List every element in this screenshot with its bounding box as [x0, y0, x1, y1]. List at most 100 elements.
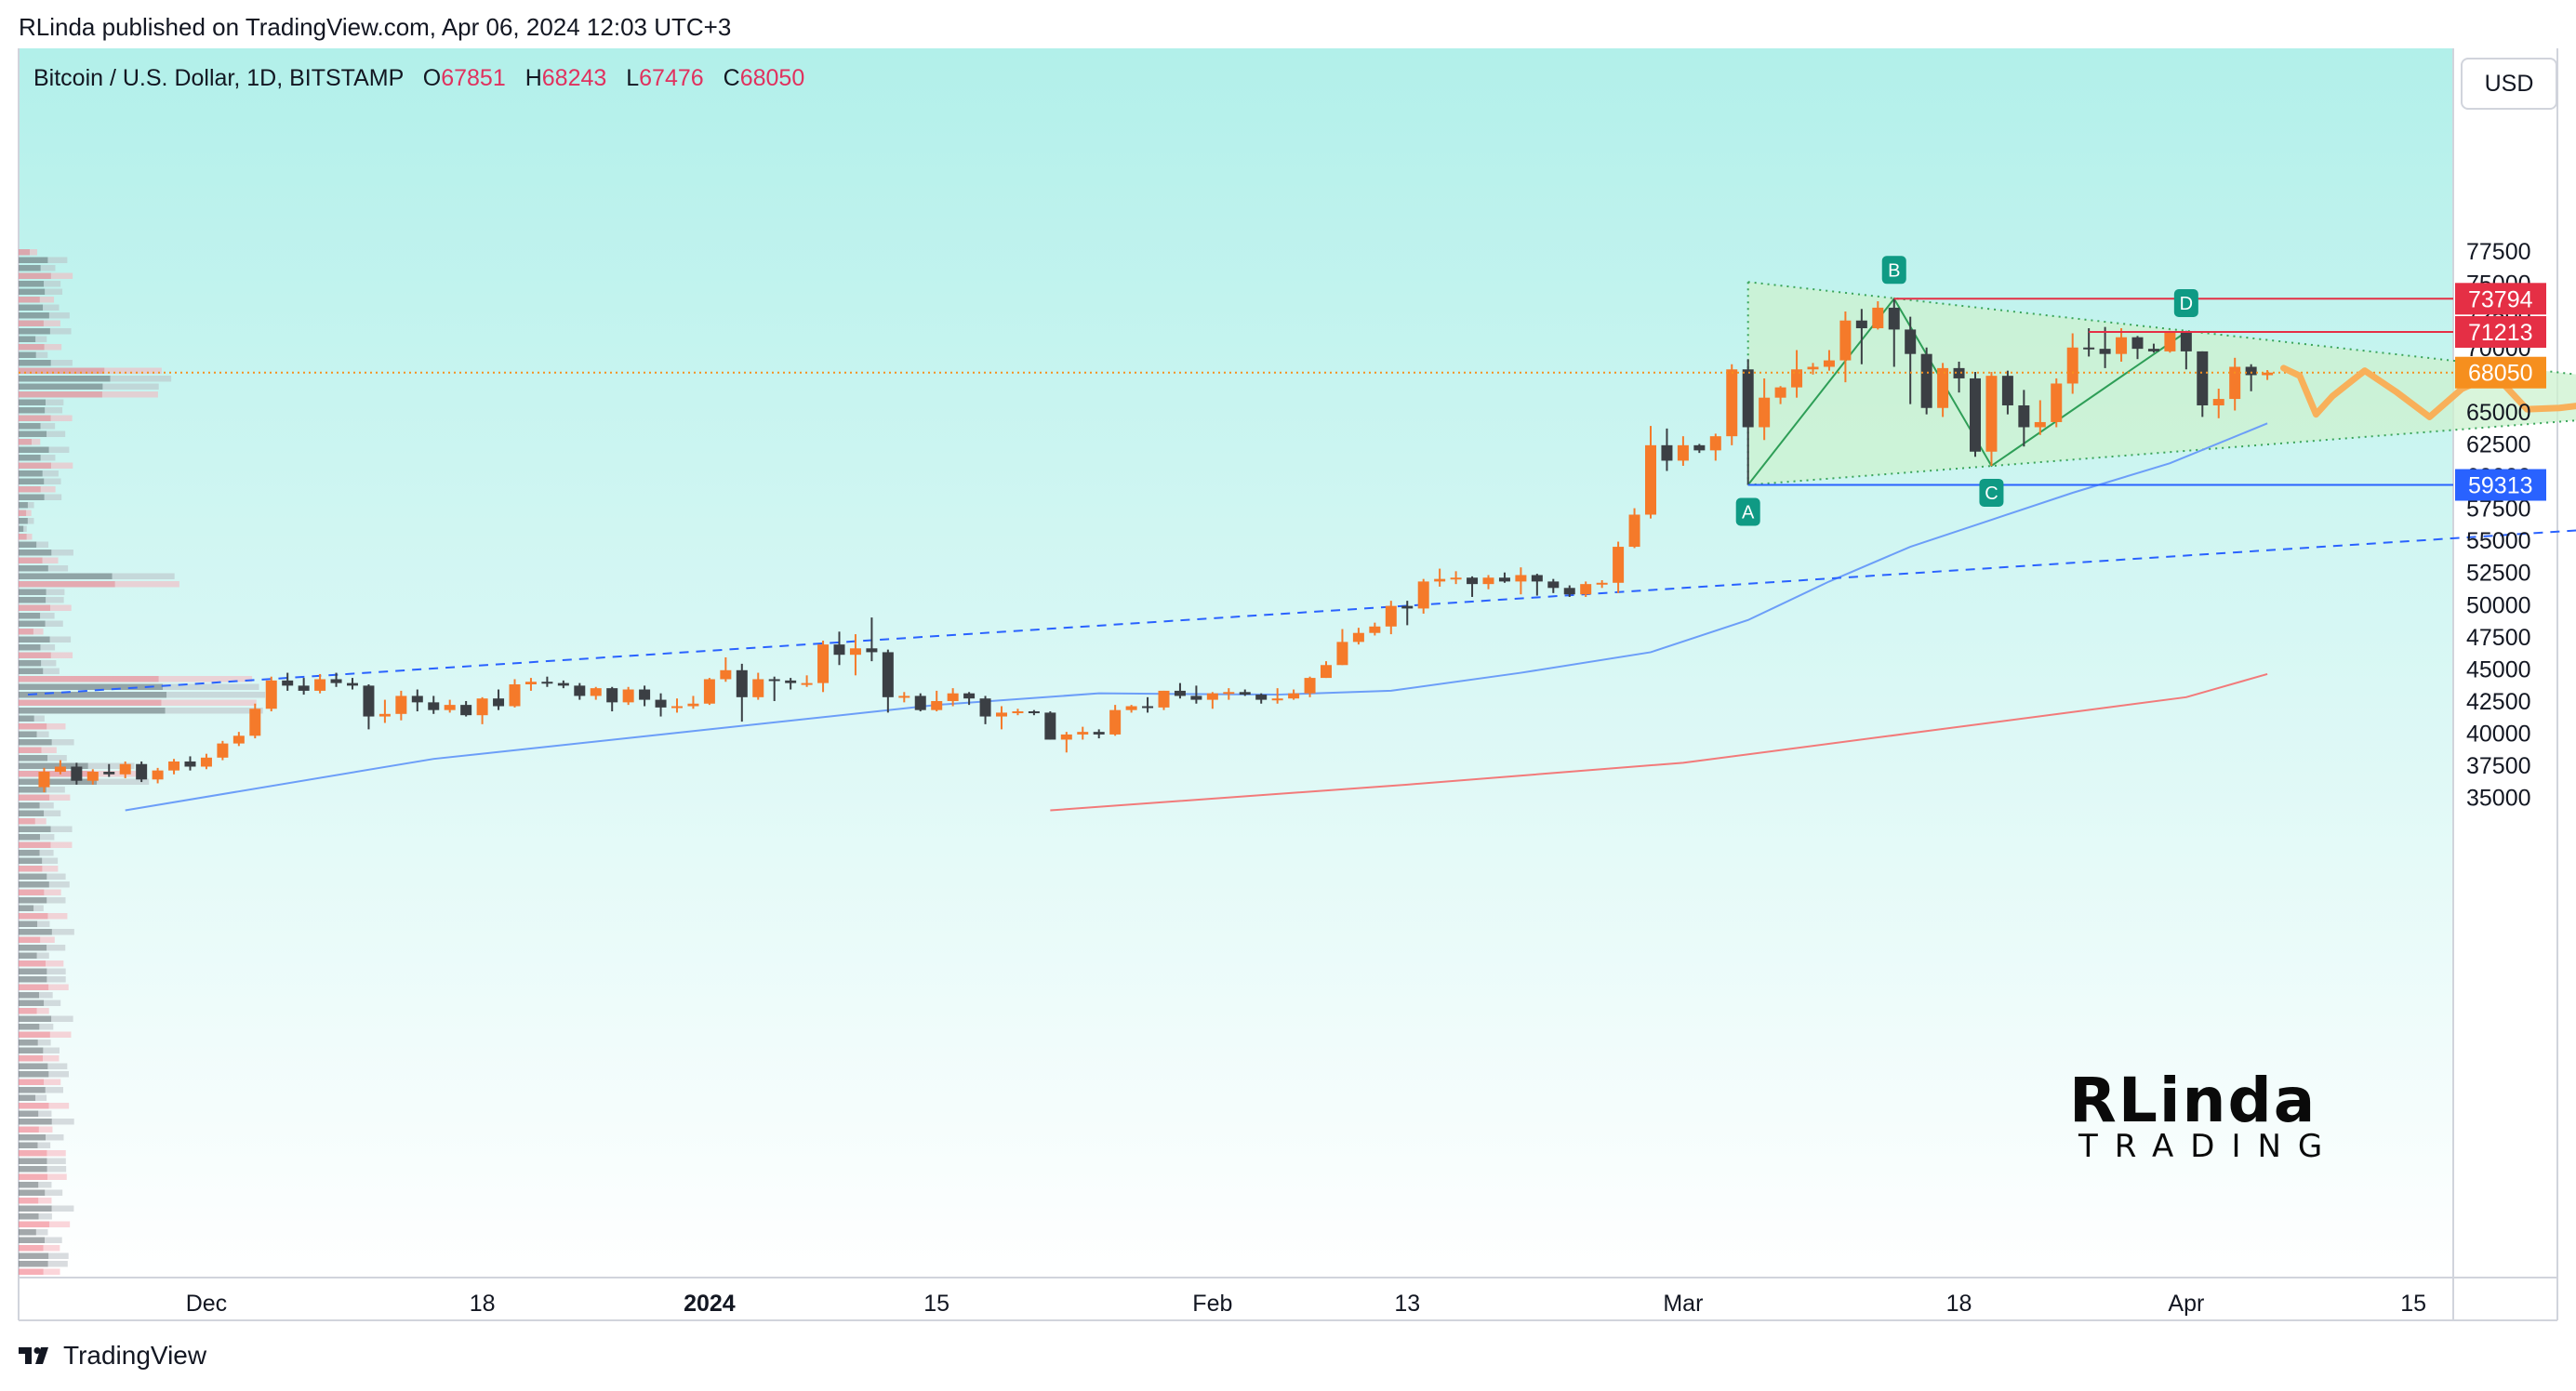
candle-body — [2212, 399, 2224, 405]
volume-profile-bar — [19, 1205, 52, 1212]
volume-profile-bar — [19, 1055, 44, 1062]
candle-body — [330, 679, 342, 683]
candle-body — [2262, 372, 2274, 376]
volume-profile-bar-ext — [49, 1031, 72, 1038]
time-axis-label: Dec — [186, 1291, 227, 1317]
candle-body — [103, 772, 115, 775]
candle-body — [1563, 588, 1575, 595]
high-label: H — [524, 65, 542, 91]
volume-profile-bar — [19, 1047, 44, 1053]
sma50-line — [125, 422, 2268, 812]
volume-profile-bar-ext — [104, 367, 162, 374]
volume-profile-bar — [19, 1182, 39, 1188]
candle-body — [1174, 690, 1186, 696]
volume-profile-bar — [19, 1261, 48, 1267]
volume-profile-bar — [19, 660, 42, 667]
volume-profile-bar-ext — [50, 841, 73, 848]
candle-body — [2147, 349, 2159, 351]
candle-body — [265, 680, 277, 709]
candle-body — [476, 698, 488, 716]
candle-body — [1142, 706, 1154, 709]
candle-body — [1125, 706, 1137, 710]
volume-profile-bar-ext — [40, 613, 55, 619]
candle-body — [2197, 351, 2209, 405]
volume-profile-bar-ext — [44, 1079, 61, 1085]
volume-profile-bar-ext — [39, 297, 55, 303]
volume-profile-bar — [19, 1142, 38, 1148]
currency-button[interactable]: USD — [2461, 58, 2557, 110]
publish-header: RLinda published on TradingView.com, Apr… — [19, 13, 732, 41]
pattern-label-b: B — [1888, 260, 1900, 281]
candle-body — [1369, 626, 1381, 633]
volume-profile-bar — [19, 921, 38, 927]
volume-profile-bar — [19, 328, 50, 335]
volume-profile-bar-ext — [42, 557, 59, 563]
volume-profile-bar-ext — [40, 265, 56, 272]
volume-profile-bar — [19, 272, 51, 279]
volume-profile-bar-ext — [46, 1166, 67, 1172]
volume-profile-bar — [19, 281, 45, 287]
volume-profile-bar — [19, 1087, 46, 1093]
volume-profile-bar-ext — [44, 810, 61, 816]
candle-body — [1401, 605, 1414, 609]
volume-profile-bar — [19, 826, 51, 832]
volume-profile-bar — [19, 478, 45, 484]
volume-profile-bar-ext — [43, 1268, 60, 1275]
candle-body — [833, 644, 845, 656]
candle-body — [428, 702, 440, 710]
volume-profile-bar-ext — [46, 1134, 64, 1141]
candle-body — [1905, 329, 1917, 354]
volume-profile-bar-ext — [35, 1094, 47, 1101]
candle-body — [444, 705, 456, 710]
pattern-label-d: D — [2180, 294, 2193, 314]
volume-profile-bar-ext — [49, 794, 71, 801]
volume-profile-bar-ext — [33, 715, 45, 722]
candle-body — [1271, 698, 1283, 701]
candle-body — [1807, 366, 1819, 370]
candle-body — [2051, 383, 2063, 422]
volume-profile-bar — [19, 945, 47, 951]
volume-profile-bar — [19, 794, 50, 801]
volume-profile-bar-ext — [33, 905, 44, 911]
volume-profile-bar — [19, 1173, 48, 1180]
candle-body — [298, 685, 310, 691]
volume-profile-bar-ext — [46, 976, 66, 983]
price-tag-label: 59313 — [2468, 473, 2533, 499]
candle-body — [687, 703, 699, 707]
candle-body — [493, 698, 505, 707]
volume-profile-bar-ext — [39, 1024, 54, 1030]
volume-profile-bar-ext — [51, 550, 73, 556]
volume-profile-bar — [19, 297, 40, 303]
candle-body — [1336, 642, 1348, 666]
volume-profile-bar — [19, 889, 45, 895]
volume-profile-bar — [19, 952, 37, 959]
price-axis-label: 42500 — [2466, 689, 2531, 715]
volume-profile-bar-ext — [39, 850, 54, 856]
volume-profile-bar — [19, 652, 51, 658]
volume-profile-bar-ext — [50, 652, 73, 658]
volume-profile-bar — [19, 455, 41, 461]
candle-body — [1190, 696, 1202, 700]
volume-profile-bar-ext — [45, 960, 64, 967]
price-tag-box — [2455, 283, 2546, 315]
price-tag-box — [2455, 315, 2546, 348]
volume-profile-bar — [19, 1071, 49, 1078]
candle-body — [1450, 577, 1462, 580]
volume-profile-bar-ext — [48, 984, 69, 990]
candle-body — [217, 743, 229, 758]
candle-body — [1417, 581, 1429, 609]
volume-profile-bar-ext — [87, 762, 135, 769]
close-label: C — [723, 65, 740, 91]
tradingview-footer[interactable]: TradingView — [19, 1341, 206, 1371]
volume-profile-bar-ext — [49, 636, 72, 643]
volume-profile-bar — [19, 1031, 50, 1038]
volume-profile-bar-ext — [45, 1087, 64, 1093]
price-tag-label: 71213 — [2468, 320, 2533, 346]
volume-profile-bar — [19, 597, 46, 603]
projection-wave — [2280, 364, 2576, 420]
candle-body — [866, 648, 878, 653]
volume-profile-bar-ext — [40, 486, 56, 493]
volume-profile-bar-ext — [42, 857, 59, 864]
volume-profile-bar-ext — [46, 873, 66, 880]
